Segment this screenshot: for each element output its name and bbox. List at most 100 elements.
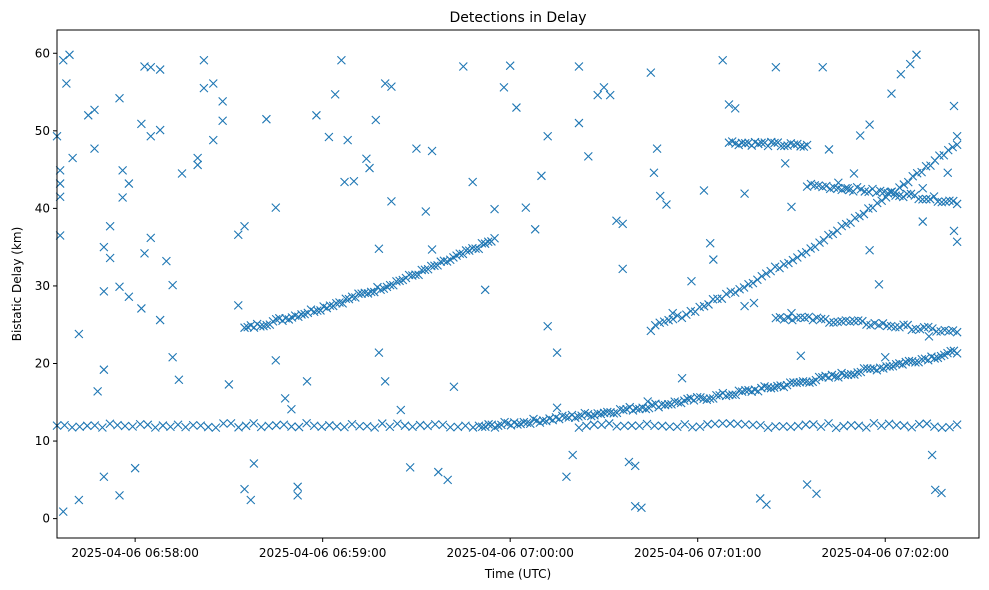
- data-point: [887, 89, 896, 98]
- data-point: [812, 489, 821, 499]
- data-point: [730, 103, 740, 113]
- data-point: [655, 191, 665, 201]
- data-point: [673, 397, 683, 407]
- data-point: [724, 390, 734, 400]
- data-point: [374, 244, 384, 254]
- data-point: [677, 313, 687, 323]
- data-point: [97, 423, 107, 432]
- data-point: [650, 421, 659, 431]
- data-point: [415, 420, 425, 430]
- data-point: [635, 404, 644, 414]
- data-point: [911, 324, 921, 334]
- data-point: [934, 151, 944, 160]
- data-point: [99, 365, 109, 375]
- data-point: [349, 176, 359, 186]
- data-point: [155, 125, 165, 135]
- data-point: [806, 244, 816, 253]
- data-point: [477, 422, 487, 432]
- y-tick-label: 30: [35, 279, 50, 293]
- data-point: [557, 411, 567, 421]
- data-point: [681, 310, 691, 319]
- data-point: [376, 285, 386, 295]
- data-point: [787, 202, 796, 212]
- data-point: [484, 419, 493, 429]
- data-point: [490, 233, 499, 243]
- data-point: [657, 421, 667, 431]
- data-point: [921, 194, 931, 204]
- data-point: [930, 485, 940, 495]
- data-point: [474, 244, 484, 254]
- data-point: [332, 421, 342, 431]
- data-point: [869, 418, 879, 428]
- data-point: [862, 364, 872, 373]
- data-point: [903, 177, 913, 187]
- data-point: [597, 420, 607, 430]
- data-point: [400, 421, 410, 431]
- data-point: [347, 419, 357, 429]
- data-point: [224, 380, 234, 389]
- x-tick-label: 2025-04-06 06:59:00: [259, 546, 386, 560]
- data-point: [396, 405, 406, 415]
- data-point: [821, 181, 831, 191]
- data-point: [699, 394, 708, 404]
- data-point: [218, 96, 228, 106]
- data-point: [778, 421, 788, 431]
- data-point: [937, 488, 946, 498]
- data-point: [468, 423, 478, 432]
- data-point: [837, 221, 847, 231]
- data-point: [827, 370, 837, 380]
- data-point: [668, 308, 678, 318]
- data-point: [749, 298, 759, 308]
- data-point: [892, 420, 901, 430]
- data-point: [199, 55, 209, 65]
- data-point: [115, 282, 124, 292]
- data-point: [234, 422, 243, 432]
- data-point: [824, 145, 834, 154]
- data-point: [105, 253, 115, 263]
- data-point: [672, 422, 682, 432]
- data-point: [99, 472, 109, 482]
- data-point: [357, 289, 367, 298]
- data-point: [136, 304, 146, 313]
- data-point: [877, 196, 887, 206]
- data-point: [710, 419, 720, 429]
- data-point: [649, 168, 659, 178]
- data-point: [427, 146, 437, 156]
- data-point: [355, 421, 364, 431]
- data-point: [136, 119, 146, 129]
- data-point: [949, 101, 959, 111]
- data-point: [757, 138, 766, 148]
- data-point: [589, 420, 599, 430]
- data-point: [411, 270, 420, 280]
- data-point: [168, 352, 178, 362]
- data-point: [705, 238, 715, 248]
- data-point: [952, 349, 962, 358]
- data-point: [412, 144, 421, 154]
- data-point: [82, 421, 92, 431]
- data-point: [770, 138, 779, 148]
- data-point: [271, 420, 281, 430]
- data-point: [952, 140, 962, 150]
- data-point: [90, 144, 99, 154]
- data-point: [757, 271, 767, 281]
- data-point: [340, 177, 349, 187]
- data-point: [118, 165, 128, 175]
- data-point: [65, 50, 74, 60]
- data-point: [677, 373, 687, 383]
- data-point: [370, 423, 380, 432]
- data-point: [740, 420, 750, 429]
- data-point: [124, 292, 134, 302]
- data-point: [605, 90, 615, 100]
- data-point: [256, 422, 266, 432]
- data-point: [637, 503, 646, 513]
- data-point: [105, 221, 115, 231]
- data-point: [946, 346, 956, 356]
- data-point: [105, 419, 115, 429]
- chart-title: Detections in Delay: [449, 10, 586, 26]
- data-point: [740, 189, 749, 199]
- data-point: [438, 420, 448, 430]
- data-point: [776, 141, 786, 151]
- data-point: [280, 394, 290, 403]
- data-point: [748, 278, 758, 288]
